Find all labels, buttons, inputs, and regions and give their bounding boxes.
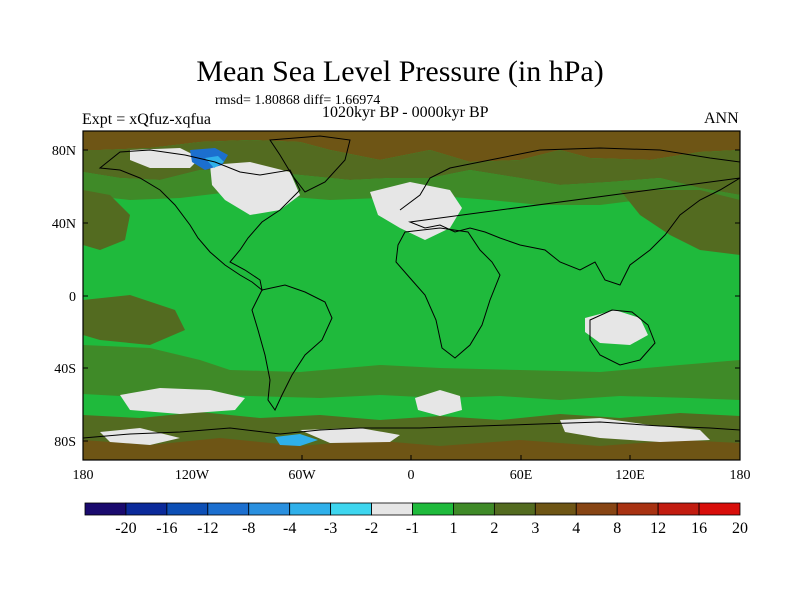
lat-labels: 80N 40N 0 40S 80S — [52, 144, 76, 450]
experiment-label: Expt = xQfuz-xqfua — [82, 111, 211, 128]
axis-ticks — [82, 149, 740, 460]
stats-text: rmsd= 1.80868 diff= 1.66974 — [215, 93, 381, 108]
colorbar-swatch-8 — [412, 502, 454, 516]
lat-label-0: 0 — [69, 290, 76, 305]
field-grey-antarctic-w — [100, 428, 180, 445]
field-grey-weddell — [300, 428, 400, 443]
field-grey-southatlantic — [415, 390, 462, 416]
coast-north-america — [98, 149, 301, 292]
colorbar-label-11: 4 — [572, 520, 580, 537]
colorbar-label-9: 2 — [490, 520, 498, 537]
colorbar-label-12: 8 — [613, 520, 621, 537]
field-pacific-olive — [83, 190, 130, 250]
colorbar-swatch-11 — [534, 502, 577, 516]
coast-antarctica — [83, 421, 740, 439]
colorbar-swatch-0 — [84, 502, 127, 516]
lat-label-40n: 40N — [52, 217, 76, 232]
field-grey-na — [210, 162, 300, 215]
field-south-darkgreen — [83, 345, 740, 400]
colorbar-label-14: 16 — [691, 520, 707, 537]
coast-africa — [395, 227, 501, 359]
colorbar: -20 -16 -12 -8 -4 -3 -2 -1 1 2 3 4 8 12 16 20 — [84, 502, 748, 537]
colorbar-label-1: -16 — [156, 520, 177, 537]
lat-label-80s: 80S — [54, 435, 76, 450]
colorbar-swatch-2 — [166, 502, 209, 516]
colorbar-label-15: 20 — [732, 520, 748, 537]
colorbar-swatch-4 — [248, 502, 291, 516]
coast-eurasia — [399, 147, 740, 286]
colorbar-label-2: -12 — [197, 520, 218, 537]
colorbar-swatch-15 — [698, 502, 741, 516]
colorbar-swatch-3 — [207, 502, 250, 516]
colorbar-label-8: 1 — [449, 520, 457, 537]
field-grey-antarctic-e — [560, 418, 710, 442]
lon-labels: 180 120W 60W 0 60E 120E 180 — [73, 468, 751, 483]
field-cyan-antarctic — [275, 434, 318, 446]
colorbar-label-6: -2 — [365, 520, 378, 537]
colorbar-label-0: -20 — [115, 520, 136, 537]
colorbar-label-5: -3 — [324, 520, 337, 537]
lon-label-0: 0 — [408, 468, 415, 483]
field-north-olive — [83, 140, 740, 195]
field-grey-southpacific — [120, 388, 245, 414]
colorbar-label-10: 3 — [531, 520, 539, 537]
colorbar-swatch-9 — [453, 502, 495, 516]
season-label: ANN — [704, 110, 739, 127]
lon-label-120e: 120E — [615, 468, 645, 483]
coast-south-america — [251, 284, 333, 411]
lat-label-80n: 80N — [52, 144, 76, 159]
colorbar-swatch-14 — [657, 502, 700, 516]
colorbar-label-3: -8 — [242, 520, 255, 537]
colorbar-swatch-7 — [371, 502, 413, 516]
lon-label-60w: 60W — [288, 468, 316, 483]
lon-label-180e: 180 — [730, 468, 751, 483]
pressure-field — [83, 131, 740, 460]
field-south-brown — [83, 438, 740, 460]
field-south-pacific-olive — [83, 295, 185, 345]
coast-greenland — [269, 135, 351, 193]
colorbar-swatch-10 — [493, 502, 536, 516]
colorbar-swatch-12 — [575, 502, 618, 516]
map-title: Mean Sea Level Pressure (in hPa) — [196, 55, 604, 88]
lon-label-180w: 180 — [73, 468, 94, 483]
colorbar-swatch-6 — [330, 502, 372, 516]
lat-label-40s: 40S — [54, 362, 76, 377]
colorbar-label-4: -4 — [283, 520, 296, 537]
period-label: 1020kyr BP - 0000kyr BP — [322, 104, 489, 121]
field-nepacific-olive — [620, 190, 740, 255]
colorbar-swatch-1 — [125, 502, 168, 516]
field-grey-arctic — [130, 148, 200, 168]
field-grey-australia — [585, 310, 648, 345]
lon-label-60e: 60E — [510, 468, 533, 483]
field-north-brown — [83, 131, 740, 162]
colorbar-swatch-5 — [289, 502, 332, 516]
colorbar-swatch-13 — [616, 502, 659, 516]
colorbar-label-13: 12 — [650, 520, 666, 537]
coastlines — [83, 135, 740, 439]
coast-australia — [589, 309, 656, 366]
colorbar-label-7: -1 — [406, 520, 419, 537]
lon-label-120w: 120W — [175, 468, 210, 483]
